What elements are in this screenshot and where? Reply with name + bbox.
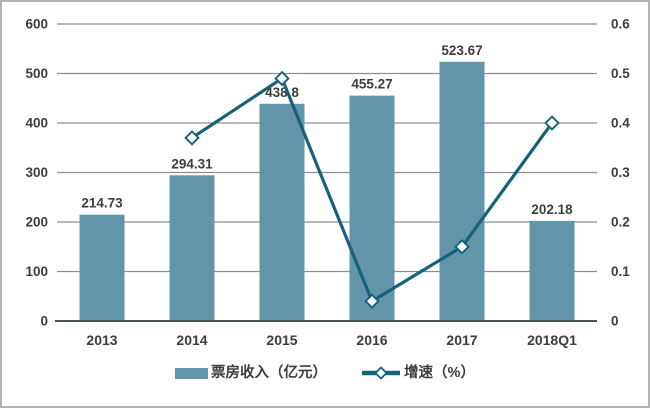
left-axis-tick-label: 400	[25, 116, 48, 131]
left-axis-tick-label: 0	[40, 314, 48, 329]
bar-value-label: 294.31	[171, 156, 213, 171]
bar-value-label: 202.18	[531, 202, 573, 217]
legend-label-bar-series: 票房收入（亿元）	[211, 364, 328, 381]
left-axis-tick-label: 200	[25, 215, 48, 230]
bar-value-label: 455.27	[351, 77, 392, 92]
x-axis-label: 2015	[266, 332, 297, 348]
left-axis-tick-label: 600	[25, 17, 48, 32]
right-axis-tick-label: 0.1	[611, 264, 630, 279]
right-axis-tick-label: 0.4	[611, 116, 630, 131]
right-axis-tick-label: 0.3	[611, 165, 630, 180]
bar-2015	[259, 103, 305, 321]
x-axis-label: 2013	[86, 332, 117, 348]
legend-label-line-series: 增速（%）	[404, 364, 475, 381]
bar-series-swatch-icon	[175, 367, 209, 379]
left-axis-tick-label: 100	[25, 264, 48, 279]
right-axis-tick-label: 0.2	[611, 215, 630, 230]
right-axis-tick-label: 0	[611, 314, 619, 329]
chart-legend: 票房收入（亿元） 增速（%）	[2, 365, 648, 381]
bar-value-label: 523.67	[441, 43, 482, 58]
growth-marker	[364, 293, 380, 309]
x-axis-label: 2016	[356, 332, 387, 348]
legend-item-line-series: 增速（%）	[361, 365, 475, 381]
x-axis-label: 2017	[446, 332, 477, 348]
legend-item-bar-series: 票房收入（亿元）	[175, 366, 327, 381]
growth-marker	[454, 239, 470, 255]
bar-2018Q1	[529, 220, 575, 321]
line-series-swatch-icon	[362, 366, 401, 380]
growth-marker	[184, 130, 200, 146]
bar-2016	[349, 95, 395, 321]
growth-marker	[544, 115, 560, 131]
x-axis-label: 2014	[176, 332, 207, 348]
growth-marker	[274, 70, 290, 87]
right-axis-tick-label: 0.5	[611, 66, 630, 81]
bar-value-label: 214.73	[81, 196, 123, 211]
left-axis-tick-label: 500	[25, 66, 48, 81]
right-axis-tick-label: 0.6	[611, 17, 630, 32]
x-axis-label: 2018Q1	[527, 332, 577, 348]
combo-chart: 600 0.6 500 0.5 400 0.4 300 0.3 200 0.2 100 0.1 0 0 21…	[25, 17, 630, 349]
left-axis-tick-label: 300	[25, 165, 48, 180]
bar-2014	[169, 175, 215, 321]
bar-2017	[439, 61, 485, 321]
bar-2013	[79, 214, 125, 321]
